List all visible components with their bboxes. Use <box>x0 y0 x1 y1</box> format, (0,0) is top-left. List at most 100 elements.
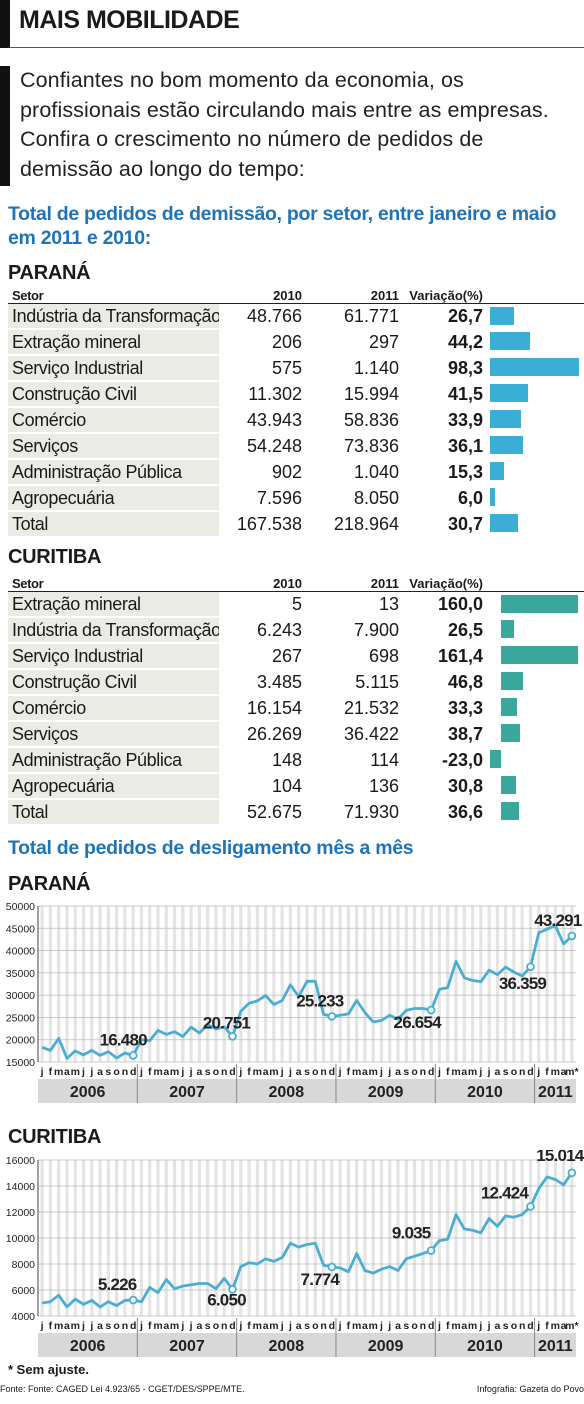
grid-column <box>164 906 168 1062</box>
grid-column <box>537 906 541 1062</box>
y-tick-label: 14000 <box>6 1181 35 1193</box>
month-label: n <box>320 1066 326 1078</box>
grid-column <box>65 906 69 1062</box>
year-label: 2011 <box>538 1338 573 1355</box>
cell-2010: 206 <box>271 331 302 352</box>
annotation-point <box>228 1285 237 1294</box>
cell-setor: Administração Pública <box>8 459 219 486</box>
grid-column <box>520 906 524 1062</box>
month-label: m <box>551 1320 560 1332</box>
month-label: j <box>180 1320 184 1332</box>
grid-column <box>206 906 210 1062</box>
annotation-label: 12.424 <box>481 1183 530 1202</box>
month-label: j <box>437 1320 441 1332</box>
grid-column <box>462 906 466 1062</box>
grid-column <box>98 906 102 1062</box>
month-label: s <box>403 1066 409 1078</box>
month-label: f <box>247 1066 251 1078</box>
cell-2011: 114 <box>370 749 399 770</box>
table-row: Serviços 54.248 73.836 36,1 <box>8 433 584 460</box>
month-label: j <box>478 1320 482 1332</box>
month-label: a <box>461 1320 467 1332</box>
month-label: s <box>205 1320 211 1332</box>
variation-bar <box>501 672 524 690</box>
cell-2011: 698 <box>368 645 399 666</box>
y-tick-label: 40000 <box>6 946 35 958</box>
cell-2011: 1.140 <box>353 357 399 378</box>
y-tick-label: 16000 <box>6 1155 35 1167</box>
section-title-sectors: Total de pedidos de demissão, por setor,… <box>8 203 557 249</box>
month-label: a <box>196 1320 202 1332</box>
cell-setor: Agropecuária <box>8 485 219 512</box>
cell-variacao: 98,3 <box>447 357 483 378</box>
annotation-point <box>327 1012 337 1021</box>
annotation-point <box>426 1005 436 1015</box>
month-label: a <box>64 1320 70 1332</box>
year-label: 2007 <box>169 1084 205 1101</box>
cell-bar <box>489 329 584 355</box>
year-label: 2009 <box>368 1338 404 1355</box>
variation-bar <box>501 646 579 664</box>
col-header-setor: Setor <box>8 287 219 304</box>
grid-column <box>388 906 392 1062</box>
month-label: d <box>329 1320 335 1332</box>
year-label: 2007 <box>169 1338 205 1355</box>
month-label: d <box>229 1066 235 1078</box>
month-label: a <box>263 1320 269 1332</box>
y-tick-label: 35000 <box>6 968 35 980</box>
cell-2010: 104 <box>271 775 302 796</box>
month-label: m <box>369 1066 378 1078</box>
variation-bar <box>501 802 519 820</box>
cell-bar <box>489 485 584 511</box>
cell-bar <box>489 669 584 695</box>
cell-bar <box>489 511 584 537</box>
y-tick-label: 6000 <box>12 1285 36 1297</box>
grid-column <box>189 906 193 1062</box>
cell-2010: 5 <box>291 594 302 614</box>
month-label: j <box>338 1320 342 1332</box>
annotation-point <box>526 962 535 972</box>
month-label: f <box>446 1066 450 1078</box>
month-label: m <box>451 1320 460 1332</box>
cell-2011: 1.040 <box>353 461 399 482</box>
month-label: a <box>296 1320 302 1332</box>
month-label: o <box>213 1320 219 1332</box>
annotation-label: 9.035 <box>392 1224 431 1243</box>
cell-bar <box>489 643 584 669</box>
variation-bar <box>490 307 515 325</box>
month-band <box>38 1318 576 1332</box>
table-row: Serviço Industrial 575 1.140 98,3 <box>8 355 584 382</box>
grid-column <box>255 906 259 1062</box>
cell-2011: 7.900 <box>353 619 399 640</box>
grid-column <box>197 906 201 1062</box>
grid-column <box>239 906 243 1062</box>
annotation-point <box>567 931 577 941</box>
month-label: m <box>269 1066 278 1078</box>
month-label: d <box>527 1066 533 1078</box>
cell-setor: Total <box>8 511 219 538</box>
month-label: n <box>221 1066 227 1078</box>
annotation-label: 7.774 <box>301 1270 341 1289</box>
annotation-label: 15.014 <box>536 1150 584 1165</box>
month-label: j <box>387 1066 391 1078</box>
cell-2010: 148 <box>271 749 302 770</box>
annotation-label: 5.226 <box>98 1275 137 1294</box>
grid-column <box>470 906 475 1062</box>
table-row: Total 167.538 218.964 30,7 <box>8 511 584 538</box>
year-label: 2008 <box>269 1338 305 1355</box>
grid-column <box>81 906 86 1062</box>
month-label: a <box>395 1066 401 1078</box>
table-row: Indústria da Transformação 48.766 61.771 26… <box>8 303 584 330</box>
month-label: m <box>54 1320 63 1332</box>
month-label: s <box>304 1320 310 1332</box>
table-header: Setor 2010 2011 Variação(%) <box>8 287 584 304</box>
credit-text: Infografia: Gazeta do Povo <box>476 1384 584 1394</box>
month-label: f <box>49 1066 53 1078</box>
month-label: d <box>428 1320 434 1332</box>
cell-2010: 7.596 <box>256 487 302 508</box>
month-label: j <box>139 1320 143 1332</box>
y-tick-label: 45000 <box>6 923 35 935</box>
annotation-point <box>128 1295 138 1305</box>
grid-column <box>512 906 516 1062</box>
y-tick-label: 30000 <box>6 990 35 1002</box>
